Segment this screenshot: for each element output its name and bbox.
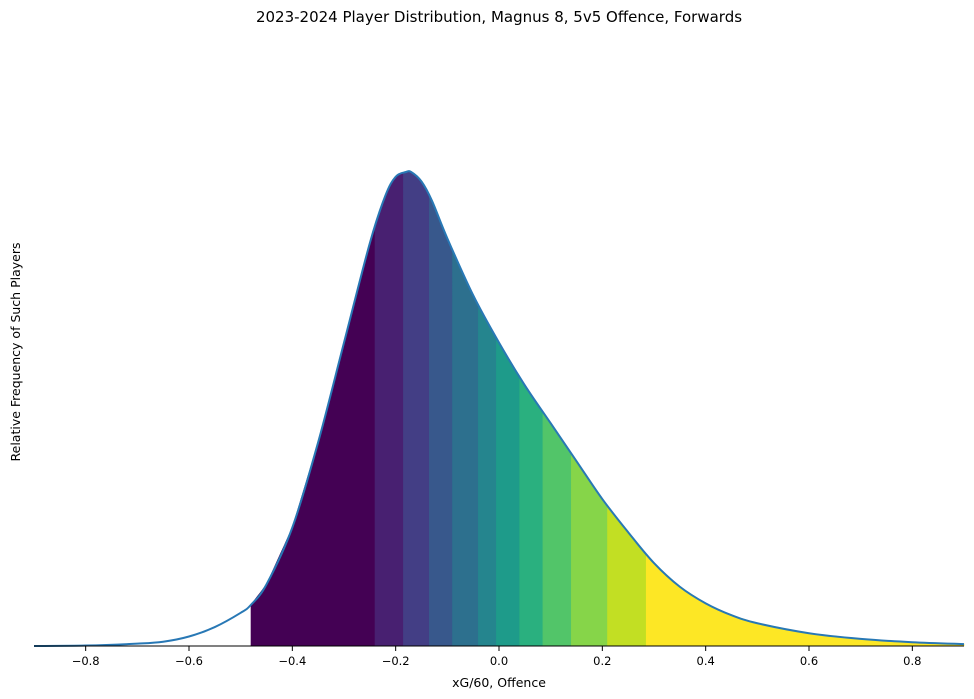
chart-title: 2023-2024 Player Distribution, Magnus 8,… (256, 8, 742, 26)
band-8 (519, 375, 544, 647)
band-5 (452, 249, 479, 647)
density-curve (33, 170, 965, 647)
x-tick-label: −0.4 (278, 654, 306, 668)
x-tick-label: −0.2 (382, 654, 410, 668)
band-1 (250, 227, 376, 647)
band-2 (374, 172, 404, 647)
x-axis-label: xG/60, Offence (452, 675, 546, 690)
x-axis-ticks: −0.8 −0.6 −0.4 −0.2 0.0 0.2 0.4 0.6 0.8 (72, 646, 921, 668)
x-tick-label: −0.6 (175, 654, 203, 668)
band-11 (607, 504, 647, 647)
x-tick-label: 0.6 (800, 654, 818, 668)
x-tick-label: −0.8 (72, 654, 100, 668)
x-tick-label: 0.4 (697, 654, 715, 668)
colour-bands (250, 171, 965, 647)
band-7 (496, 337, 520, 647)
x-tick-label: 0.0 (490, 654, 508, 668)
y-axis-label: Relative Frequency of Such Players (8, 243, 23, 462)
x-tick-label: 0.8 (903, 654, 921, 668)
band-4 (428, 195, 453, 647)
x-tick-label: 0.2 (593, 654, 611, 668)
band-10 (571, 452, 608, 647)
band-3 (403, 171, 430, 647)
band-6 (478, 303, 497, 647)
